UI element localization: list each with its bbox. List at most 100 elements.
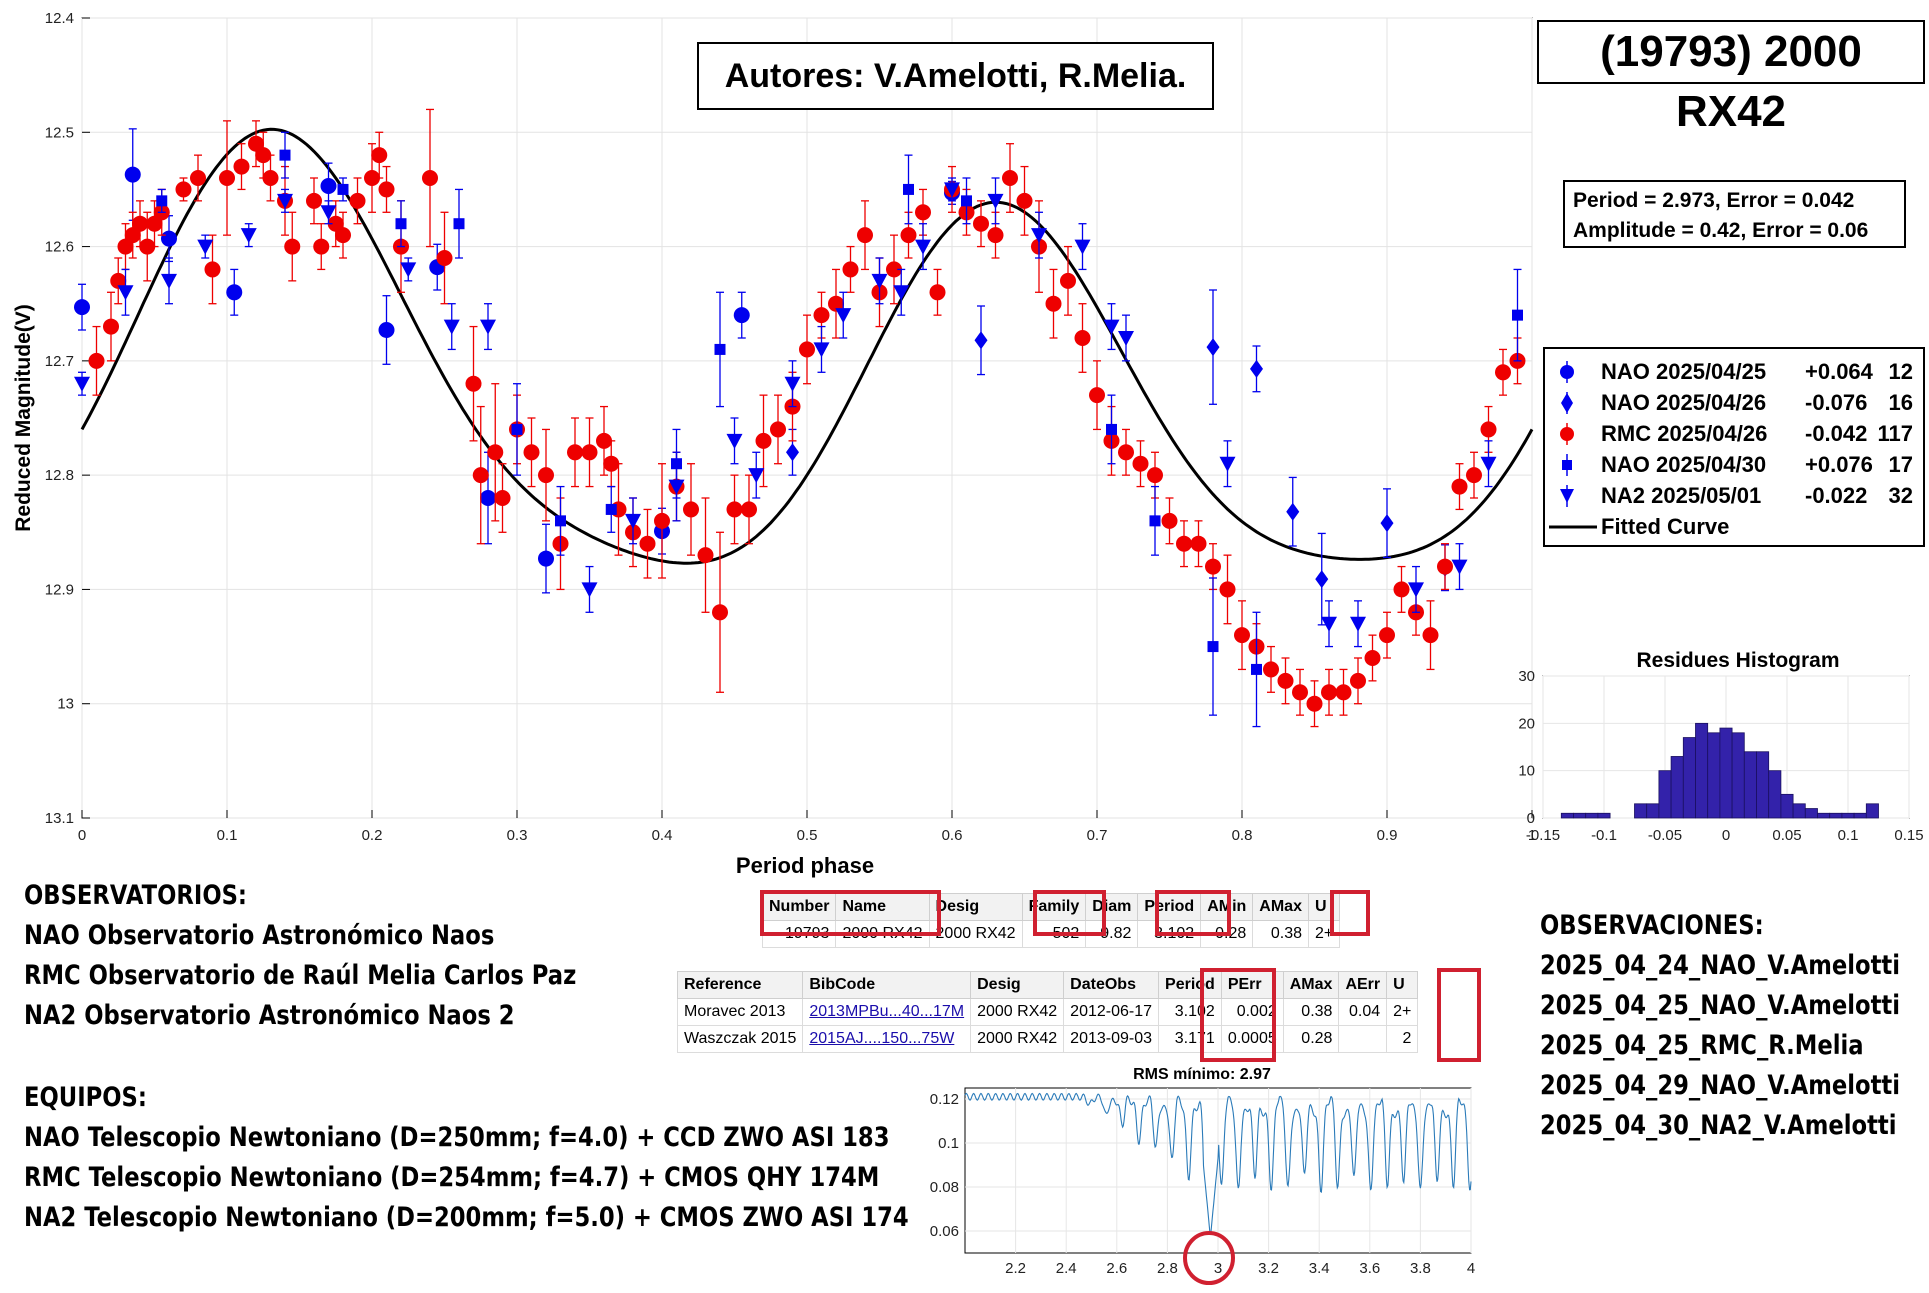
x-tick-label: 4	[1467, 1260, 1475, 1277]
legend-offset: -0.022	[1805, 483, 1868, 508]
data-point	[755, 432, 772, 449]
data-point	[625, 513, 641, 529]
data-point	[668, 479, 685, 495]
data-point	[110, 272, 127, 289]
y-tick-label: 12.9	[45, 581, 74, 598]
rms-periodogram: RMS mínimo: 2.97 2.2 2.4 2.6 2.8 3 3.2 3.4 3.6 3…	[930, 1066, 1475, 1285]
data-point	[1408, 582, 1424, 598]
object-title: (19793) 2000 RX42	[1537, 20, 1925, 136]
y-tick-label: 12.7	[45, 353, 74, 370]
data-point	[1379, 627, 1395, 644]
data-point	[1437, 558, 1453, 575]
data-point	[828, 295, 844, 312]
table-row: Moravec 2013 2013MPBu...40...17M 2000 RX…	[676, 998, 1419, 1026]
data-point	[132, 215, 148, 232]
legend-marker-circle-blue	[1560, 361, 1574, 383]
table-cell: 0.0005	[1220, 1025, 1284, 1053]
legend-name: NAO 2025/04/26	[1601, 390, 1767, 415]
table-header: U	[1307, 893, 1341, 921]
legend-entry: NA2 2025/05/01 -0.022 32	[1545, 481, 1923, 511]
data-points-layer	[74, 108, 1526, 728]
x-tick-label: 3.2	[1258, 1260, 1279, 1277]
data-point	[1277, 672, 1294, 689]
table-header: AMax	[1282, 971, 1340, 999]
x-tick-label: 1	[1528, 827, 1536, 844]
histogram-bar	[1634, 803, 1648, 819]
data-point	[204, 261, 221, 278]
data-point	[538, 467, 554, 484]
observacion-line: 2025_04_30_NA2_V.Amelotti	[1540, 1110, 1897, 1141]
y-tick-label: 0.08	[930, 1179, 959, 1196]
histogram-bar	[1573, 812, 1587, 819]
data-point	[1147, 467, 1163, 484]
data-point	[327, 215, 344, 232]
data-point	[262, 170, 279, 186]
table-cell: Waszczak 2015	[676, 1025, 804, 1053]
observatorio-line: RMC Observatorio de Raúl Melia Carlos Pa…	[24, 960, 577, 991]
data-point	[277, 193, 293, 209]
table-cell: 0.38	[1252, 920, 1309, 948]
x-tick-label: -0.15	[1526, 827, 1560, 844]
rms-ticks: 2.2 2.4 2.6 2.8 3 3.2 3.4 3.6 3.8 4 0.06 0.08 0.1 0.1…	[930, 1091, 1475, 1277]
legend-offset: -0.076	[1805, 390, 1868, 415]
data-point	[1118, 331, 1134, 346]
data-point	[1466, 467, 1482, 484]
x-tick-label: 0	[1722, 827, 1730, 844]
data-point	[555, 515, 566, 527]
histogram-bar	[1707, 732, 1721, 819]
data-point	[320, 178, 337, 194]
histogram-bar	[1597, 812, 1611, 819]
data-point	[581, 582, 598, 598]
data-point	[1480, 421, 1497, 438]
x-tick-label: 0	[78, 827, 86, 844]
observatorios-block: OBSERVATORIOS: NAO Observatorio Astronóm…	[24, 876, 576, 1036]
data-point	[1161, 512, 1178, 529]
data-point	[639, 535, 656, 552]
table-cell: 2000 RX42	[928, 920, 1023, 948]
data-point	[1045, 295, 1062, 312]
x-tick-label: 2.8	[1157, 1260, 1178, 1277]
histogram-title: Residues Histogram	[1636, 649, 1839, 672]
bibcode-link[interactable]: 2015AJ....150...75W	[802, 1025, 972, 1053]
data-point	[139, 238, 156, 255]
data-point	[1207, 641, 1219, 653]
table-cell: 3.171	[1158, 1025, 1222, 1053]
table-cell: 2013-09-03	[1063, 1025, 1160, 1053]
observacion-line: 2025_04_29_NAO_V.Amelotti	[1540, 1070, 1901, 1101]
y-tick-label: 30	[1518, 668, 1535, 685]
data-point	[1335, 684, 1352, 701]
data-point	[857, 227, 873, 244]
data-point	[538, 550, 554, 567]
series-nao-2025-04-25	[74, 128, 960, 594]
data-point	[1219, 456, 1236, 472]
x-tick-label: 0.1	[1838, 827, 1859, 844]
data-point	[1205, 558, 1221, 575]
data-point	[1234, 627, 1250, 644]
y-tick-label: 12.6	[45, 239, 74, 256]
legend-name: NA2 2025/05/01	[1601, 483, 1762, 508]
data-point	[161, 230, 177, 247]
data-point	[1350, 616, 1366, 632]
data-point	[893, 285, 910, 301]
legend-entry: NAO 2025/04/25 +0.064 12	[1545, 357, 1923, 387]
data-point	[712, 604, 728, 621]
x-tick-label: 0.8	[1232, 827, 1253, 844]
legend-entry: RMC 2025/04/26 -0.042 117	[1545, 419, 1923, 449]
x-tick-label: 0.05	[1772, 827, 1801, 844]
data-point	[523, 444, 540, 461]
rms-curve	[964, 1092, 1472, 1235]
table-cell: 3.102	[1158, 998, 1222, 1026]
data-point	[1103, 319, 1120, 335]
data-point	[1060, 272, 1076, 289]
legend-entry: NAO 2025/04/30 +0.076 17	[1545, 450, 1923, 480]
x-tick-label: 0.2	[362, 827, 383, 844]
rms-title: RMS mínimo: 2.97	[1133, 1066, 1271, 1083]
table-cell: 0.28	[1200, 920, 1254, 948]
series-rmc-2025-04-26	[88, 108, 1526, 728]
legend-count: 16	[1888, 390, 1913, 415]
bibcode-link[interactable]: 2013MPBu...40...17M	[802, 998, 972, 1026]
table-cell: 9.82	[1085, 920, 1139, 948]
observatorio-line: NAO Observatorio Astronómico Naos	[24, 920, 495, 951]
legend-count: 32	[1888, 483, 1913, 508]
